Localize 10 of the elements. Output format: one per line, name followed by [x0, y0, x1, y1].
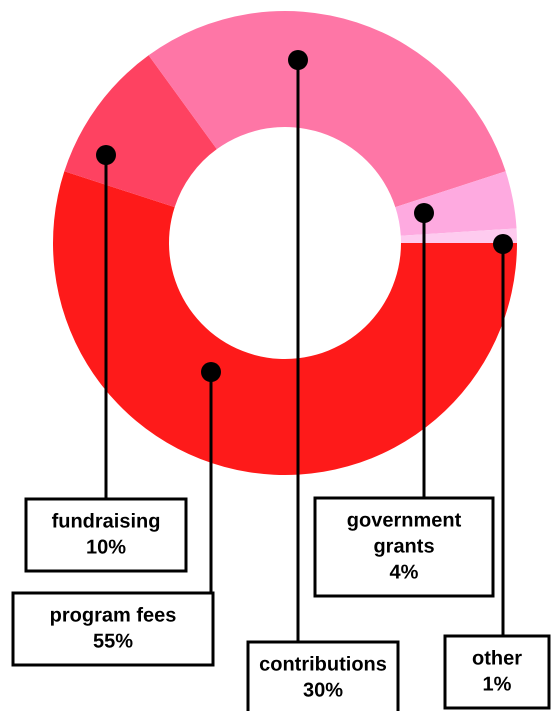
slice-label: fundraising — [52, 510, 160, 533]
slice-label: other — [472, 648, 522, 670]
data-label: 55% — [92, 630, 134, 653]
slice-label: government grants — [346, 510, 462, 558]
slice-label: contributions — [259, 654, 387, 676]
slice-label: program fees — [50, 604, 176, 627]
data-label: 4% — [390, 562, 419, 584]
data-label: 10% — [86, 536, 126, 559]
data-label: 30% — [302, 680, 344, 702]
data-label: 1% — [482, 674, 512, 696]
